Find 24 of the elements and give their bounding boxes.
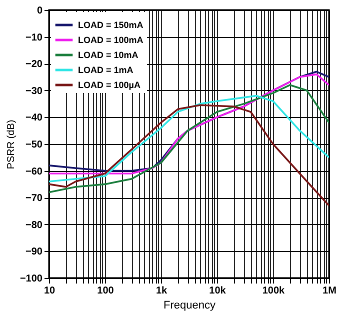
x-tick-label: 1M xyxy=(322,286,336,296)
legend-label: LOAD = 150mA xyxy=(78,20,144,30)
y-tick-label: −90 xyxy=(26,246,43,258)
x-tick-label: 100 xyxy=(97,286,114,296)
legend-label: LOAD = 1mA xyxy=(78,65,134,75)
x-tick-label: 100k xyxy=(262,286,286,296)
y-tick-label: −40 xyxy=(26,112,43,124)
x-axis-title: Frequency xyxy=(164,300,216,312)
legend-label: LOAD = 100µA xyxy=(78,80,141,90)
y-tick-label: −10 xyxy=(26,32,43,44)
y-axis-title: PSRR (dB) xyxy=(6,120,17,170)
y-tick-label: −60 xyxy=(26,166,43,178)
y-tick-label: −50 xyxy=(26,140,43,150)
y-tick-label: −100 xyxy=(20,274,43,284)
y-tick-label: −20 xyxy=(26,59,43,70)
legend-label: LOAD = 10mA xyxy=(78,50,139,60)
legend-label: LOAD = 100mA xyxy=(78,35,144,45)
y-tick-label: −80 xyxy=(26,220,43,231)
y-tick-label: −30 xyxy=(26,86,43,97)
y-tick-label: 0 xyxy=(36,6,43,16)
x-tick-label: 10k xyxy=(209,286,226,296)
y-tick-label: −70 xyxy=(26,193,43,204)
x-tick-label: 1k xyxy=(156,286,168,296)
x-tick-label: 10 xyxy=(44,286,56,296)
